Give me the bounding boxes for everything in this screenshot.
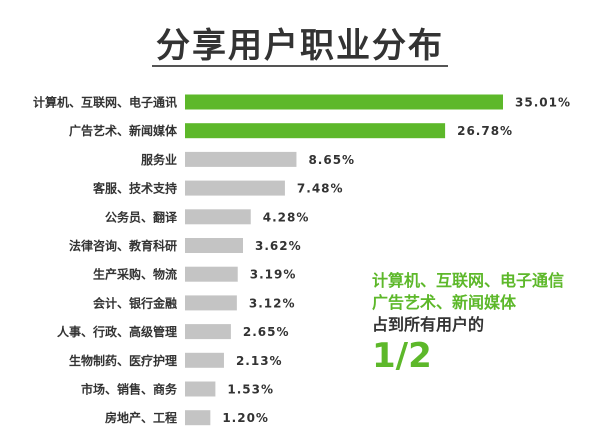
chart-title: 分享用户职业分布 bbox=[156, 26, 444, 66]
value-label: 2.13% bbox=[236, 354, 283, 368]
bar bbox=[185, 238, 243, 253]
annotation-line-3: 占到所有用户的 bbox=[372, 315, 485, 334]
bar bbox=[185, 180, 285, 196]
bar bbox=[185, 324, 231, 340]
value-label: 7.48% bbox=[297, 182, 344, 196]
category-label: 法律咨询、教育科研 bbox=[69, 238, 177, 253]
value-label: 3.19% bbox=[250, 268, 297, 282]
category-label: 公务员、翻译 bbox=[105, 209, 178, 224]
bar bbox=[185, 94, 503, 110]
value-label: 8.65% bbox=[308, 153, 355, 167]
bar bbox=[185, 151, 297, 167]
value-label: 1.53% bbox=[227, 383, 274, 397]
category-label: 生物制药、医疗护理 bbox=[69, 353, 177, 368]
value-label: 26.78% bbox=[457, 124, 513, 138]
category-label: 计算机、互联网、电子通讯 bbox=[33, 95, 177, 110]
value-label: 2.65% bbox=[243, 325, 290, 339]
bar bbox=[185, 209, 251, 225]
value-label: 35.01% bbox=[515, 96, 571, 110]
category-label: 服务业 bbox=[141, 152, 177, 167]
category-label: 生产采购、物流 bbox=[93, 267, 177, 282]
annotation-line-1: 计算机、互联网、电子通信 bbox=[372, 271, 565, 290]
bar bbox=[185, 295, 237, 311]
value-label: 3.12% bbox=[249, 296, 296, 310]
title-underline bbox=[152, 65, 448, 67]
category-label: 客服、技术支持 bbox=[92, 181, 177, 196]
annotation: 计算机、互联网、电子通信 广告艺术、新闻媒体 占到所有用户的 1/2 bbox=[372, 270, 564, 376]
category-label: 市场、销售、商务 bbox=[81, 382, 178, 397]
bar bbox=[185, 123, 446, 139]
value-label: 1.20% bbox=[222, 411, 269, 425]
category-label: 房地产、工程 bbox=[105, 410, 177, 425]
annotation-line-2: 广告艺术、新闻媒体 bbox=[372, 293, 517, 312]
category-label: 广告艺术、新闻媒体 bbox=[69, 123, 178, 138]
bar bbox=[185, 410, 211, 426]
bar bbox=[185, 381, 216, 397]
bar bbox=[185, 352, 224, 368]
category-label: 人事、行政、高级管理 bbox=[57, 324, 177, 339]
category-label: 会计、银行金融 bbox=[93, 295, 177, 310]
bar bbox=[185, 266, 238, 282]
value-label: 4.28% bbox=[263, 210, 310, 224]
value-label: 3.62% bbox=[255, 239, 302, 253]
annotation-fraction: 1/2 bbox=[372, 336, 432, 376]
